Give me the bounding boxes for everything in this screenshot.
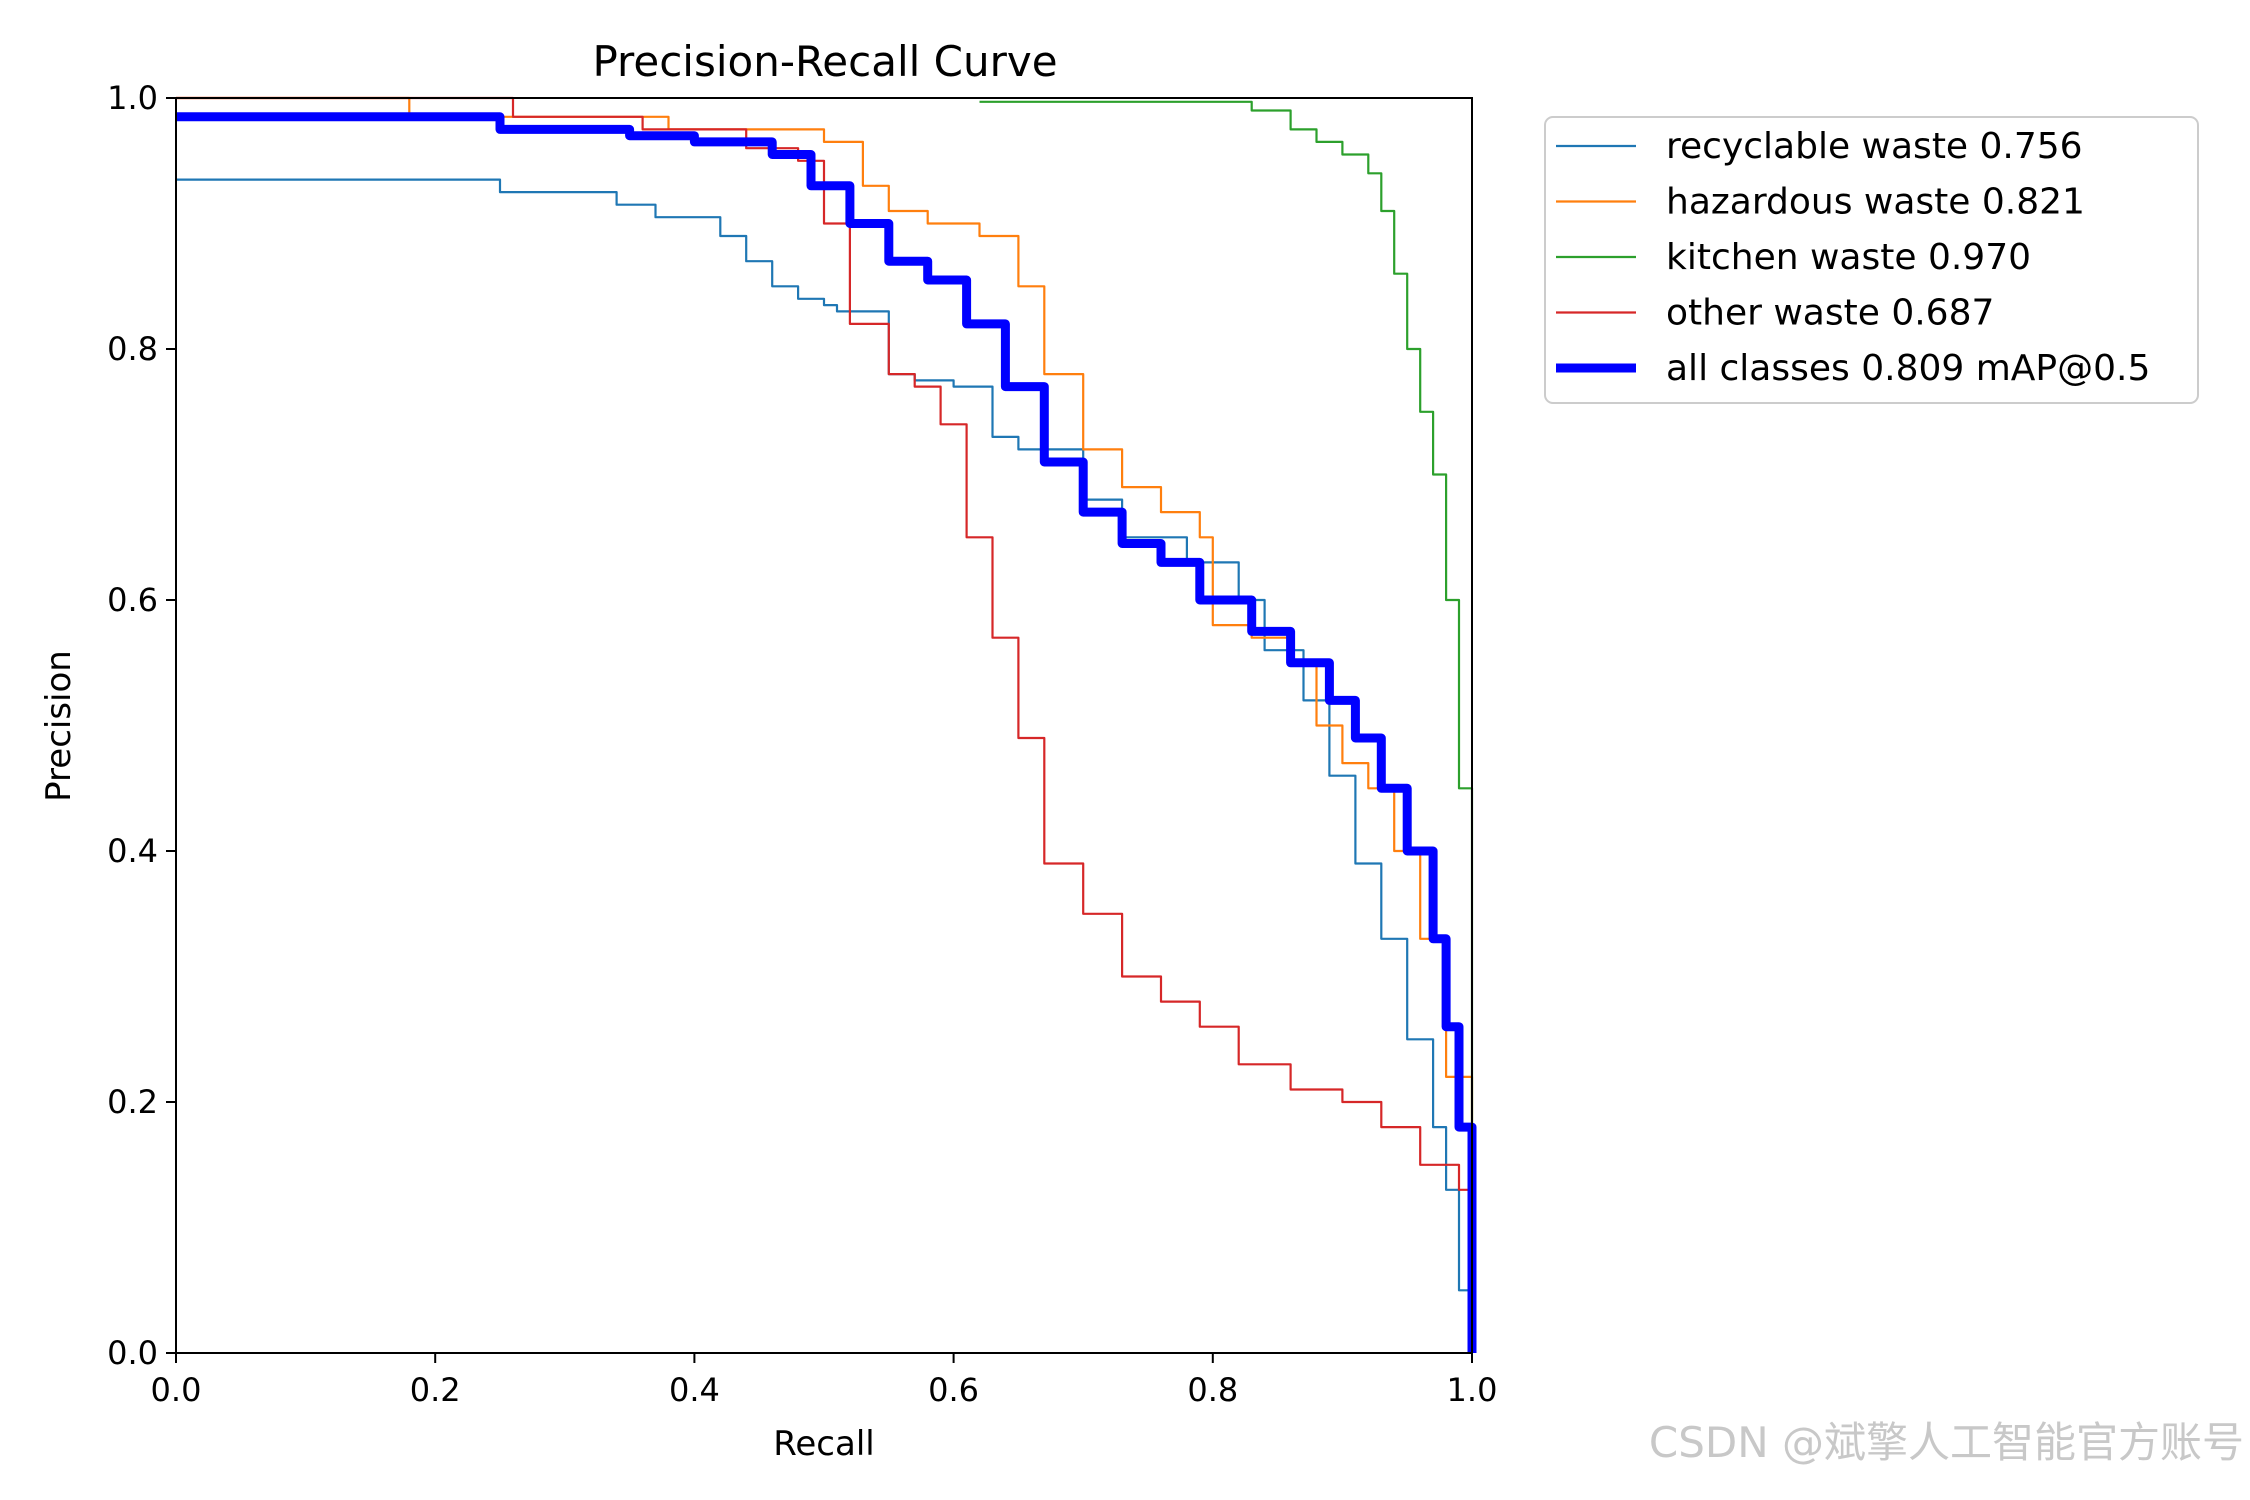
y-tick-label: 0.4 [107,832,158,870]
y-tick-label: 0.2 [107,1083,158,1121]
watermark: CSDN @斌擎人工智能官方账号 [1648,1418,2244,1467]
y-tick-label: 1.0 [107,79,158,117]
legend-label: other waste 0.687 [1666,293,1994,334]
y-tick-label: 0.8 [107,330,158,368]
legend-label: all classes 0.809 mAP@0.5 [1666,348,2150,389]
legend-label: hazardous waste 0.821 [1666,182,2085,223]
legend-label: kitchen waste 0.970 [1666,237,2031,278]
y-tick-label: 0.6 [107,581,158,619]
y-axis-label: Precision [39,650,79,802]
x-tick-label: 0.6 [928,1371,979,1409]
series-line-hazardous-waste [176,96,1474,1353]
y-tick-label: 0.0 [107,1334,158,1372]
legend: recyclable waste 0.756 hazardous waste 0.… [1544,116,2199,404]
legend-box [1544,116,2199,404]
x-tick-label: 0.2 [410,1371,461,1409]
x-tick-label: 0.0 [151,1371,202,1409]
legend-label: recyclable waste 0.756 [1666,126,2083,167]
series-line-other-waste [176,96,1474,1353]
x-axis-label: Recall [773,1424,874,1464]
axis-ticks: 0.0 0.2 0.4 0.6 0.8 1.0 0.0 0.2 0.4 0.6 0.8 1.0 [107,79,1497,1409]
series-line-recyclable-waste [176,178,1474,1353]
series-line-all-classes [176,112,1477,1353]
series-lines [176,96,1477,1353]
x-tick-label: 0.8 [1187,1371,1238,1409]
series-line-kitchen-waste [979,100,1474,1353]
chart-title: Precision-Recall Curve [592,37,1057,86]
plot-frame [175,97,1473,1354]
x-tick-label: 0.4 [669,1371,720,1409]
x-tick-label: 1.0 [1447,1371,1498,1409]
